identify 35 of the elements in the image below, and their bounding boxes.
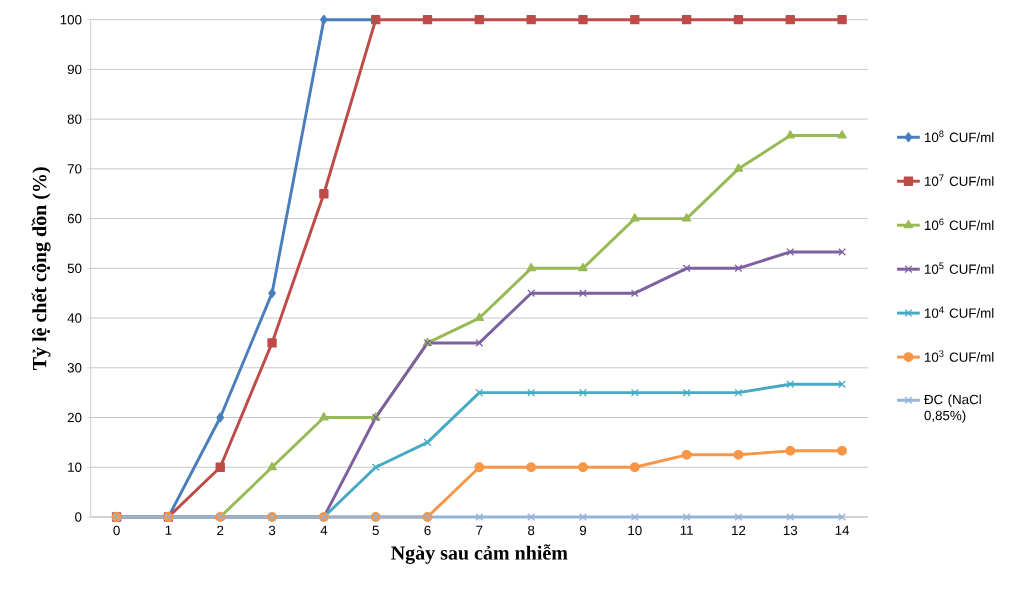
x-tick-label: 0 [113, 525, 120, 536]
y-tick-label: 80 [67, 114, 82, 124]
x-tick-label: 6 [424, 525, 431, 536]
y-axis-title: Tỷ lệ chết cộng dồn (%) [31, 167, 51, 370]
x-tick-label: 9 [579, 525, 587, 536]
x-axis-title: Ngày sau cảm nhiễm [391, 544, 568, 564]
x-tick-label: 10 [628, 525, 642, 536]
x-tick-label: 5 [372, 525, 379, 535]
legend-label: 10$^{6}$ CUF/ml [924, 218, 994, 230]
x-tick-label: 14 [835, 525, 850, 535]
y-tick-label: 10 [68, 462, 82, 472]
legend-label: ĐC (NaCl 0,85%) [924, 394, 981, 423]
legend-label: 10$^{8}$ CUF/ml [924, 130, 994, 143]
x-tick-label: 4 [320, 525, 328, 535]
y-tick-label: 50 [67, 263, 82, 274]
y-tick-label: 70 [67, 164, 82, 174]
x-tick-label: 3 [268, 525, 276, 536]
y-tick-label: 30 [67, 363, 82, 373]
x-tick-label: 13 [783, 525, 798, 536]
x-tick-label: 11 [680, 525, 693, 535]
y-tick-label: 60 [67, 213, 82, 224]
legend-label: 10$^{5}$ CUF/ml [924, 262, 994, 274]
x-tick-label: 2 [217, 525, 224, 536]
legend-label: 10$^{3}$ CUF/ml [924, 350, 994, 362]
y-tick-label: 40 [67, 313, 82, 323]
x-tick-label: 12 [732, 525, 746, 536]
x-tick-label: 8 [528, 525, 535, 536]
y-tick-label: 100 [60, 14, 82, 25]
legend-label: 10$^{7}$ CUF/ml [924, 174, 994, 186]
y-tick-label: 20 [67, 412, 82, 423]
y-tick-label: 90 [67, 64, 82, 75]
x-tick-label: 1 [165, 525, 172, 535]
legend-label: 10$^{4}$ CUF/ml [924, 306, 994, 318]
y-tick-label: 0 [75, 512, 82, 522]
x-tick-label: 7 [476, 525, 483, 535]
